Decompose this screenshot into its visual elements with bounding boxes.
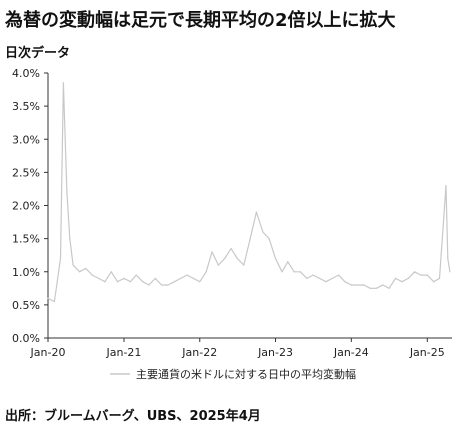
- data-point: [306, 277, 308, 279]
- data-point: [293, 271, 295, 273]
- data-point: [173, 281, 175, 283]
- data-point: [167, 284, 169, 286]
- data-point: [357, 284, 359, 286]
- data-point: [350, 284, 352, 286]
- data-point: [230, 248, 232, 250]
- data-point: [224, 257, 226, 260]
- data-point: [318, 277, 321, 279]
- data-point: [186, 274, 188, 276]
- data-point: [268, 238, 270, 240]
- data-point: [243, 264, 245, 266]
- data-point: [135, 274, 137, 276]
- data-point: [211, 251, 213, 253]
- data-point: [205, 271, 207, 273]
- data-point: [325, 281, 327, 283]
- data-point: [66, 191, 68, 193]
- data-point: [255, 211, 257, 213]
- y-tick-label: 4.0%: [12, 67, 40, 80]
- data-point: [199, 281, 201, 283]
- data-point: [382, 284, 384, 286]
- x-tick-label: Jan-24: [333, 346, 369, 359]
- data-point: [299, 271, 301, 273]
- y-tick-label: 1.5%: [12, 233, 40, 246]
- data-point: [338, 274, 340, 276]
- y-tick-label: 3.5%: [12, 100, 40, 113]
- series-line: [47, 82, 451, 303]
- y-tick-label: 0.0%: [12, 332, 40, 345]
- data-point: [388, 287, 390, 289]
- data-point: [161, 284, 163, 286]
- x-tick-label: Jan-23: [257, 346, 293, 359]
- data-point: [142, 281, 144, 283]
- y-tick-label: 1.0%: [12, 266, 40, 279]
- data-point: [123, 277, 125, 279]
- legend: 主要通貨の米ドルに対する日中の平均変動幅: [110, 367, 356, 381]
- y-tick-label: 0.5%: [12, 299, 40, 312]
- data-point: [192, 277, 194, 279]
- data-point: [69, 238, 71, 240]
- y-tick-label: 2.5%: [12, 166, 40, 179]
- data-point: [274, 257, 277, 260]
- data-point: [281, 271, 283, 273]
- data-point: [344, 281, 346, 283]
- data-point: [72, 264, 74, 266]
- data-point: [47, 297, 49, 299]
- data-point: [262, 231, 264, 233]
- data-point: [236, 257, 238, 260]
- data-point: [438, 277, 441, 279]
- data-point: [98, 277, 100, 279]
- data-point: [414, 271, 416, 273]
- y-tick-label: 3.0%: [12, 133, 40, 146]
- data-point: [53, 301, 56, 303]
- data-point: [85, 267, 87, 269]
- data-point: [129, 281, 131, 283]
- data-point: [312, 274, 314, 276]
- chart-subtitle: 日次データ: [5, 46, 71, 61]
- series-layer: [47, 82, 451, 303]
- data-point: [420, 274, 422, 276]
- data-point: [180, 277, 182, 279]
- y-axis: 0.0% 0.5% 1.0% 1.5% 2.0% 2.5% 3.0% 3.5% 4.0%: [12, 67, 49, 345]
- data-point: [433, 281, 435, 283]
- data-point: [363, 284, 365, 286]
- data-point: [91, 274, 93, 276]
- x-tick-label: Jan-22: [181, 346, 217, 359]
- data-point: [116, 281, 119, 283]
- data-point: [287, 261, 289, 263]
- data-point: [445, 185, 447, 187]
- x-axis: Jan-20 Jan-21 Jan-22 Jan-23 Jan-24 Jan-25: [30, 337, 452, 359]
- data-point: [369, 287, 371, 289]
- data-point: [62, 82, 64, 84]
- data-point: [375, 287, 377, 289]
- data-point: [79, 271, 81, 273]
- source-note: 出所：ブルームバーグ、UBS、2025年4月: [5, 409, 261, 424]
- data-point: [154, 277, 156, 279]
- data-point: [59, 257, 62, 260]
- data-point: [110, 271, 112, 273]
- line-chart: 0.0% 0.5% 1.0% 1.5% 2.0% 2.5% 3.0% 3.5% 4.0% Jan…: [12, 67, 452, 381]
- page-title: 為替の変動幅は足元で長期平均の2倍以上に拡大: [5, 10, 396, 31]
- data-point: [401, 281, 403, 283]
- data-point: [104, 281, 106, 283]
- data-point: [249, 238, 251, 240]
- x-tick-label: Jan-21: [106, 346, 142, 359]
- data-point: [148, 284, 150, 286]
- data-point: [407, 277, 409, 279]
- data-point: [331, 277, 333, 279]
- data-point: [447, 257, 449, 260]
- y-tick-label: 2.0%: [12, 200, 40, 213]
- data-point: [217, 264, 219, 266]
- data-point: [394, 277, 397, 279]
- x-tick-label: Jan-25: [409, 346, 445, 359]
- data-point: [449, 271, 451, 273]
- data-point: [426, 274, 428, 276]
- legend-label: 主要通貨の米ドルに対する日中の平均変動幅: [136, 367, 356, 381]
- x-tick-label: Jan-20: [30, 346, 66, 359]
